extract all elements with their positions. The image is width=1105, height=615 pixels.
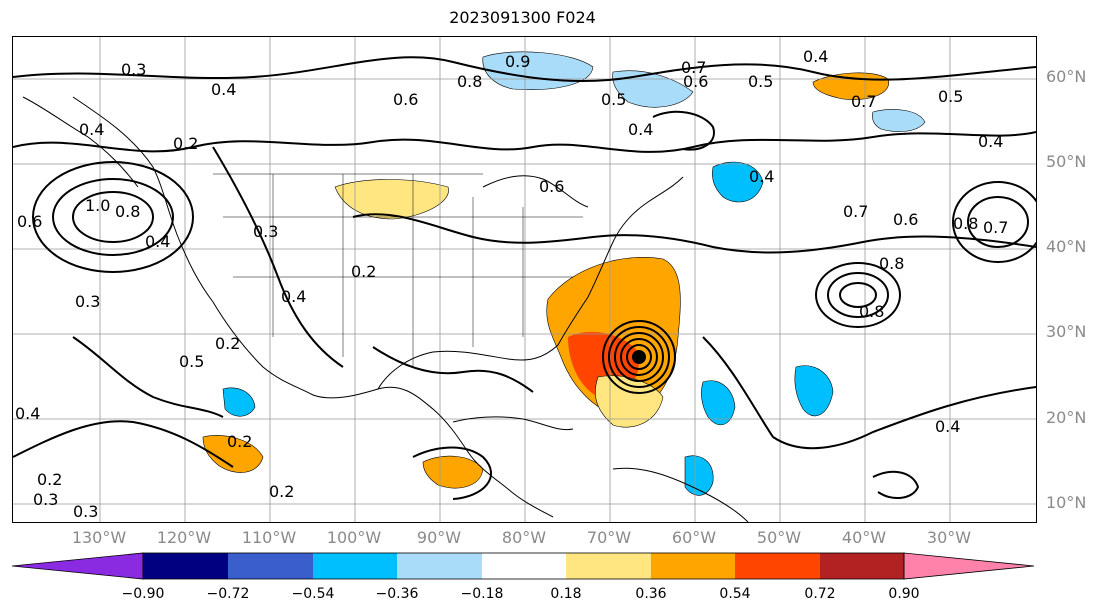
lon-label: 60°W bbox=[671, 528, 717, 547]
contour-label: 0.5 bbox=[938, 87, 963, 106]
contour-label: 0.4 bbox=[211, 80, 236, 99]
colorbar-outline bbox=[142, 552, 905, 580]
colorbar-segment bbox=[482, 553, 566, 579]
lat-label: 10°N bbox=[1046, 493, 1087, 512]
contour-label: 0.4 bbox=[79, 120, 104, 139]
lon-label: 40°W bbox=[841, 528, 887, 547]
colorbar-segment bbox=[228, 553, 313, 579]
colorbar-segment bbox=[820, 553, 904, 579]
colorbar-tick-label: 0.36 bbox=[635, 586, 667, 602]
colorbar-tick-label: −0.72 bbox=[206, 586, 250, 602]
contour-label: 0.7 bbox=[681, 58, 706, 77]
contour-label: 0.8 bbox=[859, 302, 884, 321]
colorbar-segment bbox=[651, 553, 735, 579]
colorbar-segment bbox=[143, 553, 228, 579]
contour-label: 0.2 bbox=[37, 470, 62, 489]
contour-label: 0.6 bbox=[393, 90, 418, 109]
lon-label: 50°W bbox=[756, 528, 802, 547]
contour-label: 0.9 bbox=[505, 52, 530, 71]
colorbar-tick-label: −0.36 bbox=[375, 586, 419, 602]
lat-label: 20°N bbox=[1046, 408, 1087, 427]
coastlines bbox=[22, 96, 749, 522]
contour-label: 0.2 bbox=[215, 334, 240, 353]
contour-label: 0.4 bbox=[935, 417, 960, 436]
lon-label: 90°W bbox=[416, 528, 462, 547]
lon-label: 130°W bbox=[71, 528, 127, 547]
contour-label: 0.3 bbox=[121, 60, 146, 79]
colorbar-tick-label: 0.18 bbox=[550, 586, 582, 602]
lon-label: 110°W bbox=[241, 528, 297, 547]
lon-label: 80°W bbox=[501, 528, 547, 547]
lat-label: 40°N bbox=[1046, 237, 1087, 256]
contour-label: 0.3 bbox=[33, 490, 58, 509]
lat-label: 30°N bbox=[1046, 322, 1087, 341]
contour-label: 0.4 bbox=[15, 404, 40, 423]
contour-label: 0.6 bbox=[17, 212, 42, 231]
contour-label: 0.8 bbox=[953, 214, 978, 233]
contour-label: 0.7 bbox=[983, 218, 1008, 237]
contour-label: 0.8 bbox=[115, 202, 140, 221]
shaded-regions bbox=[202, 51, 926, 496]
contour-label: 0.3 bbox=[73, 502, 98, 521]
contour-label: 1.0 bbox=[85, 196, 110, 215]
contour-label: 0.6 bbox=[893, 210, 918, 229]
map-plot-area: 0.3 0.4 0.2 0.4 0.8 0.6 0.9 0.7 0.6 0.5 … bbox=[12, 36, 1037, 523]
borders bbox=[213, 173, 583, 367]
lon-label: 30°W bbox=[926, 528, 972, 547]
contour-label: 0.3 bbox=[253, 222, 278, 241]
contour-label: 0.2 bbox=[173, 134, 198, 153]
contour-label: 0.6 bbox=[539, 177, 564, 196]
lon-label: 70°W bbox=[586, 528, 632, 547]
colorbar-extend-low bbox=[11, 552, 144, 580]
colorbar-segment bbox=[566, 553, 651, 579]
contour-label: 0.7 bbox=[851, 92, 876, 111]
contour-label: 0.4 bbox=[628, 120, 653, 139]
lat-label: 60°N bbox=[1046, 67, 1087, 86]
contour-label: 0.8 bbox=[879, 254, 904, 273]
contour-label: 0.4 bbox=[145, 232, 170, 251]
contour-label: 0.4 bbox=[803, 47, 828, 66]
colorbar-segment bbox=[313, 553, 397, 579]
contour-label: 0.7 bbox=[843, 202, 868, 221]
lon-label: 120°W bbox=[156, 528, 212, 547]
lat-label: 50°N bbox=[1046, 152, 1087, 171]
contour-label: 0.5 bbox=[748, 72, 773, 91]
colorbar-tick-label: 0.90 bbox=[888, 586, 920, 602]
contour-label: 0.6 bbox=[683, 72, 708, 91]
contour-label: 0.2 bbox=[351, 262, 376, 281]
colorbar-tick-label: 0.54 bbox=[719, 586, 751, 602]
map-canvas: 0.3 0.4 0.2 0.4 0.8 0.6 0.9 0.7 0.6 0.5 … bbox=[13, 37, 1036, 522]
contour-label: 0.4 bbox=[749, 167, 774, 186]
colorbar-tick-label: 0.72 bbox=[804, 586, 836, 602]
colorbar-tick-label: −0.18 bbox=[460, 586, 504, 602]
contour-label: 0.4 bbox=[281, 287, 306, 306]
colorbar-tick-label: −0.54 bbox=[291, 586, 335, 602]
lon-label: 100°W bbox=[326, 528, 382, 547]
contour-label: 0.4 bbox=[978, 132, 1003, 151]
colorbar-segment bbox=[735, 553, 820, 579]
graticule bbox=[13, 37, 1036, 522]
colorbar-tick-label: −0.90 bbox=[121, 586, 165, 602]
contour-label: 0.5 bbox=[179, 352, 204, 371]
contour-labels: 0.3 0.4 0.2 0.4 0.8 0.6 0.9 0.7 0.6 0.5 … bbox=[15, 47, 1008, 521]
contour-lines bbox=[13, 56, 1036, 500]
colorbar bbox=[11, 552, 1035, 580]
contour-label: 0.2 bbox=[227, 432, 252, 451]
colorbar-segment bbox=[397, 553, 482, 579]
colorbar-extend-high bbox=[903, 552, 1035, 580]
contour-label: 0.5 bbox=[601, 90, 626, 109]
map-title: 2023091300 F024 bbox=[449, 8, 596, 27]
contour-label: 0.2 bbox=[269, 482, 294, 501]
contour-label: 0.3 bbox=[75, 292, 100, 311]
contour-label: 0.8 bbox=[457, 72, 482, 91]
